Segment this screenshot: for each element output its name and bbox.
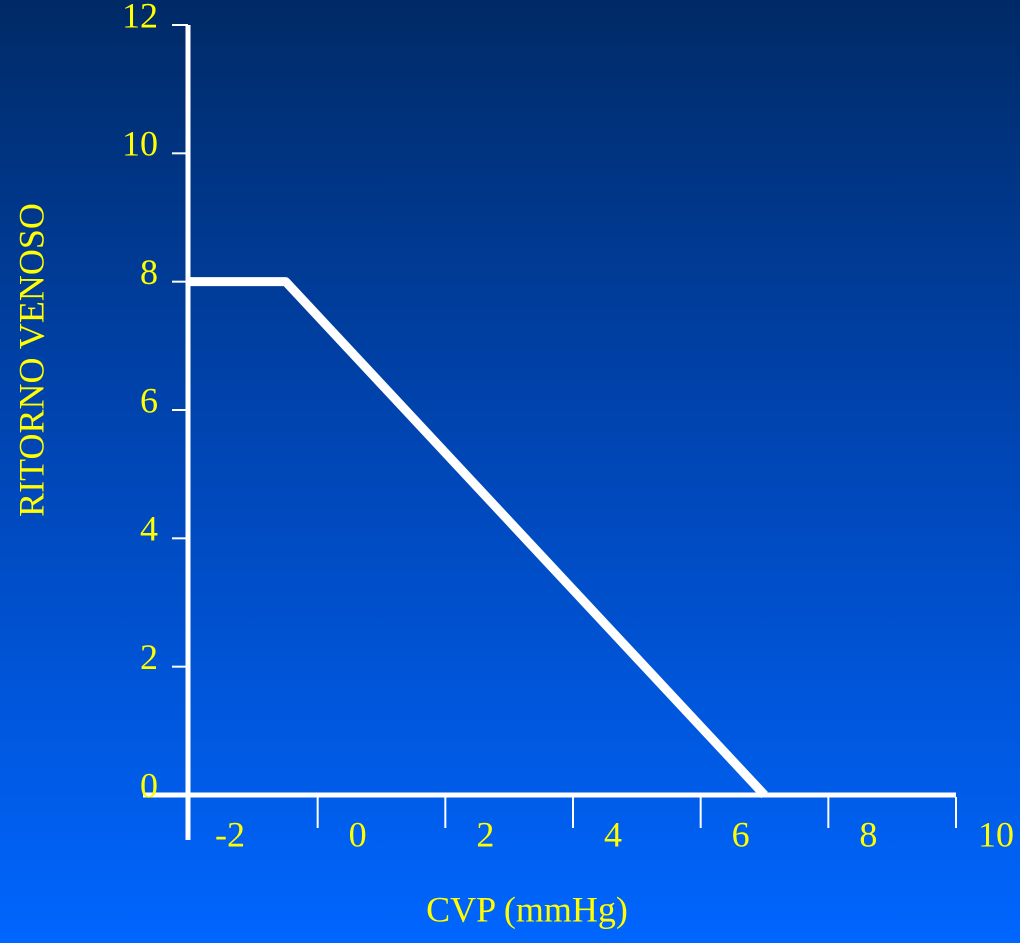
y-axis-label: RITORNO VENOSO [11, 203, 51, 517]
data-line [190, 277, 768, 799]
x-tick-label: -2 [215, 814, 245, 854]
x-axis-label: CVP (mmHg) [426, 889, 628, 929]
y-tick-label: 10 [122, 124, 158, 164]
x-tick-label: 10 [978, 814, 1014, 854]
y-tick-label: 6 [140, 380, 158, 420]
y-tick-label: 4 [140, 509, 158, 549]
y-tick-label: 12 [122, 0, 158, 35]
x-tick-label: 0 [349, 814, 367, 854]
y-tick-label: 0 [140, 765, 158, 805]
x-tick-label: 4 [604, 814, 622, 854]
x-tick-label: 2 [476, 814, 494, 854]
x-tick-label: 6 [732, 814, 750, 854]
y-tick-label: 8 [140, 252, 158, 292]
y-tick-label: 2 [140, 637, 158, 677]
x-tick-label: 8 [859, 814, 877, 854]
